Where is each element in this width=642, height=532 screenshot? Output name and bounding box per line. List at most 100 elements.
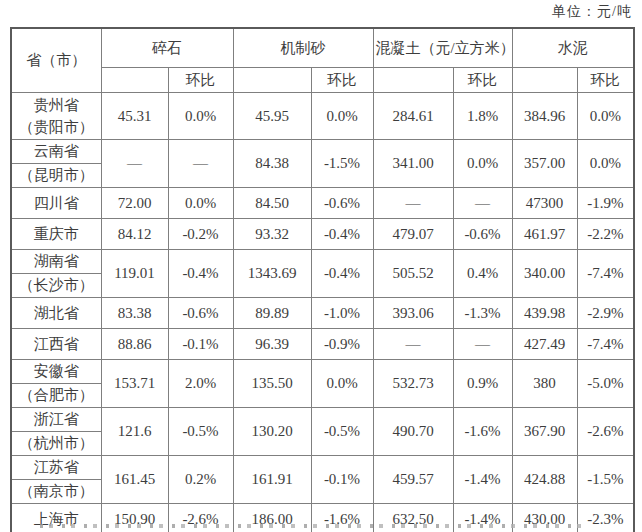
value-cell: -0.5% [168,408,233,456]
value-cell: 0.4% [453,250,512,298]
header-sub-mom: 环比 [168,68,233,93]
header-cement: 水泥 [512,28,634,68]
value-cell: -2.2% [577,219,634,250]
header-province: 省（市） [11,28,101,93]
value-cell: 341.00 [373,140,453,188]
province-cell: 四川省 [11,188,101,219]
province-cell: 浙江省 [11,408,101,432]
city-cell: （杭州市） [11,432,101,456]
table-row: 湖北省83.38-0.6%89.89-1.0%393.06-1.3%439.98… [11,298,634,329]
value-cell: 0.9% [453,360,512,408]
table-row: 江西省88.86-0.1%96.39-0.9%——427.49-7.4% [11,329,634,360]
header-sub-blank [233,68,311,93]
value-cell: -0.5% [311,408,373,456]
table-row: 贵州省（贵阳市）45.310.0%45.950.0%284.611.8%384.… [11,93,634,140]
city-cell: （长沙市） [11,274,101,298]
value-cell: 427.49 [512,329,577,360]
value-cell: 380 [512,360,577,408]
table-row: 云南省——84.38-1.5%341.000.0%357.000.0% [11,140,634,164]
value-cell: -0.9% [311,329,373,360]
value-cell: 2.0% [168,360,233,408]
value-cell: -1.5% [311,140,373,188]
value-cell: 121.6 [101,408,168,456]
value-cell: -1.0% [311,298,373,329]
header-concrete: 混凝土（元/立方米） [373,28,512,68]
value-cell: — [168,140,233,188]
value-cell: 439.98 [512,298,577,329]
value-cell: 93.32 [233,219,311,250]
value-cell: -1.4% [453,456,512,504]
header-row-sub: 环比 环比 环比 环比 [11,68,634,93]
value-cell: -0.4% [311,250,373,298]
value-cell: -0.4% [168,250,233,298]
value-cell: 130.20 [233,408,311,456]
value-cell: 384.96 [512,93,577,140]
value-cell: 1343.69 [233,250,311,298]
value-cell: 45.95 [233,93,311,140]
value-cell: 461.97 [512,219,577,250]
value-cell: 479.07 [373,219,453,250]
value-cell: — [453,188,512,219]
value-cell: 0.0% [168,93,233,140]
header-machine-sand: 机制砂 [233,28,373,68]
value-cell: 0.0% [311,93,373,140]
city-cell: （南京市） [11,480,101,504]
value-cell: — [453,329,512,360]
value-cell: 459.57 [373,456,453,504]
value-cell: -0.6% [311,188,373,219]
value-cell: 0.0% [577,140,634,188]
value-cell: 1.8% [453,93,512,140]
header-sub-blank [101,68,168,93]
value-cell: 89.89 [233,298,311,329]
header-sub-mom: 环比 [577,68,634,93]
table-row: 江苏省161.450.2%161.91-0.1%459.57-1.4%424.8… [11,456,634,480]
table-row: 四川省72.000.0%84.50-0.6%——47300-1.9% [11,188,634,219]
value-cell: 424.88 [512,456,577,504]
header-sub-mom: 环比 [453,68,512,93]
province-cell: 安徽省 [11,360,101,384]
header-sub-blank [373,68,453,93]
province-cell: 湖南省 [11,250,101,274]
city-cell: （昆明市） [11,164,101,188]
value-cell: 96.39 [233,329,311,360]
value-cell: -1.3% [453,298,512,329]
province-cell: 湖北省 [11,298,101,329]
value-cell: 340.00 [512,250,577,298]
value-cell: -0.1% [168,329,233,360]
value-cell: 505.52 [373,250,453,298]
city-cell: （合肥市） [11,384,101,408]
value-cell: 72.00 [101,188,168,219]
value-cell: 84.12 [101,219,168,250]
header-sub-mom: 环比 [311,68,373,93]
price-table: 省（市） 碎石 机制砂 混凝土（元/立方米） 水泥 环比 环比 环比 环比 贵州… [10,27,635,532]
header-sub-blank [512,68,577,93]
value-cell: 45.31 [101,93,168,140]
price-table-body: 贵州省（贵阳市）45.310.0%45.950.0%284.611.8%384.… [11,93,634,532]
unit-label: 单位：元/吨 [552,3,632,21]
value-cell: -2.6% [577,408,634,456]
value-cell: 0.0% [168,188,233,219]
value-cell: 0.2% [168,456,233,504]
value-cell: -0.4% [311,219,373,250]
value-cell: -7.4% [577,250,634,298]
value-cell: 357.00 [512,140,577,188]
header-row-groups: 省（市） 碎石 机制砂 混凝土（元/立方米） 水泥 [11,28,634,68]
value-cell: 83.38 [101,298,168,329]
value-cell: 88.86 [101,329,168,360]
value-cell: — [101,140,168,188]
province-cell: 江西省 [11,329,101,360]
page: { "unit_label": "单位：元/吨", "table": { "he… [0,0,642,532]
value-cell: 0.0% [453,140,512,188]
province-cell: 江苏省 [11,456,101,480]
value-cell: 0.0% [311,360,373,408]
value-cell: -5.0% [577,360,634,408]
value-cell: 161.45 [101,456,168,504]
value-cell: — [373,329,453,360]
value-cell: -0.1% [311,456,373,504]
table-row: 安徽省153.712.0%135.500.0%532.730.9%380-5.0… [11,360,634,384]
value-cell: -1.9% [577,188,634,219]
value-cell: 0.0% [577,93,634,140]
value-cell: 84.50 [233,188,311,219]
value-cell: -7.4% [577,329,634,360]
value-cell: -0.6% [453,219,512,250]
